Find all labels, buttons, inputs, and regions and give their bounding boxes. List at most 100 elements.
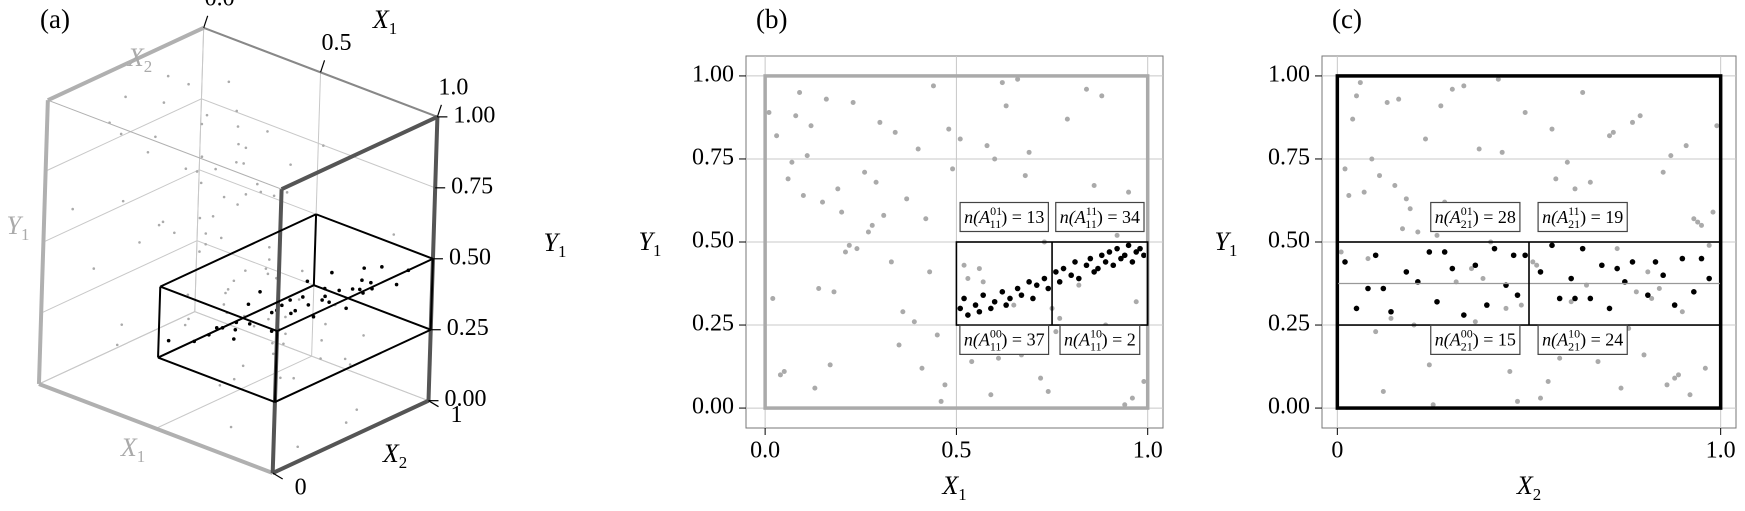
axis-label: Y1 (544, 228, 567, 261)
x-tick-label: 0 (1331, 438, 1343, 464)
data-point (835, 186, 841, 192)
data-point (1365, 285, 1371, 292)
data-point (293, 308, 298, 313)
data-point (285, 191, 289, 194)
data-point (1672, 375, 1678, 381)
data-point (362, 266, 366, 270)
data-point (1579, 245, 1586, 252)
data-point (865, 229, 871, 235)
data-point (770, 295, 776, 301)
data-point (218, 383, 222, 387)
annotation-count: 19 (1605, 207, 1623, 227)
data-point (1372, 252, 1379, 259)
data-point (896, 342, 902, 348)
data-point (789, 159, 795, 165)
cube-edge (47, 26, 205, 102)
data-point (1472, 262, 1479, 269)
data-point (1564, 159, 1570, 165)
data-point (938, 398, 944, 404)
data-point (961, 262, 967, 268)
annotation-text: n(A00 11) = 37 (964, 326, 1045, 353)
data-point (222, 303, 226, 306)
data-point (272, 194, 276, 198)
data-point (1118, 255, 1124, 262)
data-point (827, 362, 833, 368)
data-point (812, 385, 818, 391)
annotation-sub: 11 (990, 339, 1002, 353)
data-point (1691, 289, 1697, 295)
data-point (1365, 256, 1371, 262)
data-point (1522, 109, 1528, 115)
annotation-sub: 11 (990, 217, 1002, 231)
data-point (984, 143, 990, 149)
data-point (1702, 365, 1708, 371)
data-point (816, 286, 822, 291)
region-edge (157, 286, 162, 358)
data-point (992, 156, 998, 162)
axis-label-letter: X (372, 5, 390, 34)
annotation-count: 34 (1122, 207, 1140, 227)
data-point (311, 314, 316, 319)
annotation-sub: 11 (1085, 217, 1097, 231)
data-point (1083, 86, 1089, 92)
data-point (846, 242, 852, 248)
annotation-text: n(A01 11) = 13 (964, 204, 1044, 231)
region-edge (157, 356, 276, 404)
data-point (1380, 285, 1387, 292)
data-point (1430, 402, 1436, 408)
annotation-prefix: n(A (964, 207, 991, 228)
data-point (1407, 206, 1413, 212)
data-point (1091, 269, 1097, 275)
data-point (258, 289, 262, 294)
data-point (1354, 93, 1359, 99)
data-point (1706, 242, 1712, 248)
data-point (927, 269, 933, 275)
data-point (1706, 275, 1712, 282)
panel-label: (c) (1332, 4, 1362, 34)
data-point (946, 126, 952, 132)
data-point (1133, 249, 1140, 255)
data-point (241, 364, 245, 368)
data-point (233, 327, 238, 332)
data-point (1125, 242, 1132, 249)
data-point (200, 122, 204, 126)
data-point (1423, 136, 1428, 142)
count-annotation: n(A01 11) = 13 (959, 201, 1049, 233)
data-point (237, 142, 240, 146)
axis-label-subscript: 1 (653, 241, 661, 260)
x-tick-label: 0.0 (205, 0, 235, 11)
data-point (900, 309, 906, 315)
data-point (1676, 372, 1681, 378)
data-point (1641, 352, 1647, 358)
data-point (235, 109, 239, 113)
region-edge (429, 258, 434, 330)
cube-edge (194, 311, 429, 402)
data-point (187, 82, 190, 86)
annotation-box (959, 201, 1049, 233)
axis-label: X2 (1516, 471, 1541, 504)
y-tick-label: 0.75 (451, 173, 493, 199)
data-point (1449, 86, 1455, 92)
data-point (222, 195, 226, 199)
annotation-sup: 00 (1461, 326, 1473, 340)
data-point (1033, 282, 1040, 288)
region-edge (157, 284, 315, 359)
data-point (306, 303, 311, 307)
data-point (1338, 249, 1344, 255)
data-point (1664, 382, 1670, 388)
data-point (1522, 252, 1528, 259)
data-point (1126, 189, 1132, 195)
data-point (195, 170, 199, 173)
axis-label: Y1 (7, 211, 30, 244)
count-annotation: n(A10 21) = 24 (1537, 324, 1628, 355)
axis-label-letter: X (1516, 471, 1534, 500)
data-point (205, 113, 209, 117)
data-point (256, 182, 259, 186)
data-point (1129, 395, 1135, 401)
data-point (1553, 176, 1559, 182)
axis-label: X2 (127, 43, 152, 76)
data-point (1038, 375, 1044, 381)
data-point (1629, 259, 1636, 265)
data-point (362, 334, 365, 337)
region-edge (273, 331, 279, 403)
